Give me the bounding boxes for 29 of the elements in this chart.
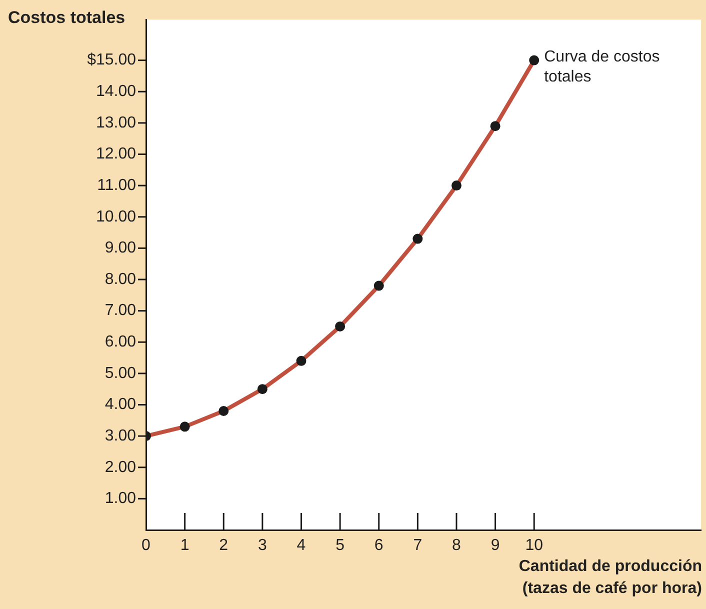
y-tick-label: 5.00 [104,364,136,382]
y-tick-label: $15.00 [87,52,136,69]
y-tick-label: 14.00 [96,83,136,100]
x-tick-label: 2 [219,537,228,554]
x-tick-label: 5 [336,537,345,554]
x-tick-label: 10 [525,537,544,554]
y-tick-label: 9.00 [104,240,136,257]
x-axis-title: Cantidad de producción (tazas de café por hora) [518,557,702,599]
x-tick-label: 8 [452,537,462,554]
y-tick-label: 1.00 [104,490,136,508]
y-tick-label: 13.00 [96,114,136,132]
y-tick-label: 2.00 [104,458,136,476]
x-tick-label: 3 [258,537,267,554]
y-tick-label: 11.00 [97,176,136,194]
x-tick-label: 9 [490,537,500,554]
x-tick-label: 7 [413,537,422,554]
x-tick-label: 1 [180,537,190,554]
x-tick-label: 0 [142,537,151,554]
x-tick-label: 6 [374,537,384,554]
y-tick-label: 4.00 [104,396,136,414]
y-tick-label: 3.00 [104,427,136,444]
y-tick-label: 6.00 [104,334,136,351]
y-tick-label: 10.00 [96,208,136,226]
y-tick-label: 8.00 [104,270,136,288]
x-tick-label: 4 [296,537,306,554]
y-axis-title: Costos totales [8,8,126,28]
y-tick-label: 12.00 [96,146,136,163]
y-tick-label: 7.00 [104,302,136,320]
annotation: Curva de costos totales [544,48,660,86]
